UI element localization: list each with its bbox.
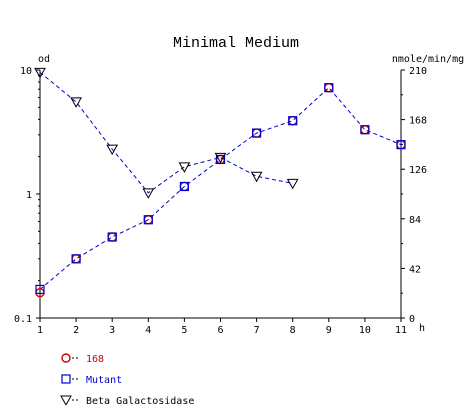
legend-label-168: 168: [86, 354, 104, 365]
right-tick-label-210: 210: [409, 66, 427, 77]
left-tick-label-10: 10: [20, 66, 32, 77]
x-tick-label-9: 9: [326, 325, 332, 336]
point-168-9: [324, 82, 334, 93]
point-mutant-4: [143, 215, 153, 225]
right-tick-label-168: 168: [409, 116, 427, 127]
legend-label-mutant: Mutant: [86, 375, 122, 386]
x-tick-label-2: 2: [73, 325, 79, 336]
series-line-beta-galactosidase: [39, 71, 293, 194]
point-beta-galactosidase-2: [70, 97, 82, 108]
x-tick-label-11: 11: [395, 325, 407, 336]
point-beta-galactosidase-1: [34, 67, 46, 79]
x-tick-label-10: 10: [359, 325, 371, 336]
point-mutant-2: [71, 254, 81, 264]
legend-marker-168: [61, 353, 71, 363]
point-beta-galactosidase-4: [142, 188, 155, 199]
chart-title: Minimal Medium: [173, 35, 299, 52]
point-mutant-5: [179, 181, 189, 192]
x-tick-label-4: 4: [145, 325, 151, 336]
point-168-3: [107, 232, 117, 242]
point-168-10: [360, 125, 370, 135]
left-axis-label: od: [38, 54, 50, 65]
point-beta-galactosidase-6: [214, 152, 227, 164]
x-tick-label-7: 7: [254, 325, 260, 336]
right-tick-label-126: 126: [409, 165, 427, 176]
right-tick-label-84: 84: [409, 215, 421, 226]
legend: 168 Mutant Beta Galactosidase: [60, 353, 194, 405]
left-tick-label-0.1: 0.1: [14, 314, 32, 325]
point-beta-galactosidase-5: [178, 162, 191, 173]
point-168-8: [288, 116, 298, 126]
axis-ticks: 1 2 3 4 5 6 7 8 9 10 11 0.1 1 10 0 42 84 126 168 210: [14, 66, 427, 336]
left-tick-label-1: 1: [26, 190, 32, 201]
point-mutant-8: [288, 116, 298, 126]
point-mutant-11: [396, 140, 406, 150]
point-beta-galactosidase-3: [106, 144, 119, 156]
point-mutant-7: [252, 128, 262, 138]
right-axis-label: nmole/min/mg: [392, 54, 464, 65]
series-markers: [34, 67, 406, 298]
point-168-2: [71, 254, 81, 264]
x-tick-label-1: 1: [37, 325, 43, 336]
point-mutant-10: [360, 125, 370, 135]
legend-label-beta-galactosidase: Beta Galactosidase: [86, 396, 194, 405]
right-tick-label-0: 0: [409, 314, 415, 325]
point-mutant-3: [107, 232, 117, 242]
point-beta-galactosidase-7: [250, 171, 263, 183]
legend-marker-mutant: [61, 374, 71, 384]
series-line-mutant: [39, 86, 402, 290]
x-axis-unit: h: [419, 323, 425, 334]
point-mutant-9: [324, 83, 334, 93]
x-tick-label-6: 6: [217, 325, 223, 336]
point-mutant-6: [215, 154, 226, 165]
right-tick-label-42: 42: [409, 264, 421, 275]
x-tick-label-5: 5: [181, 325, 187, 336]
series-lines: [39, 71, 402, 290]
point-beta-galactosidase-8: [286, 178, 299, 190]
legend-marker-beta-galactosidase: [60, 395, 72, 405]
x-tick-label-3: 3: [109, 325, 115, 336]
x-tick-label-8: 8: [290, 325, 296, 336]
point-mutant-1: [35, 284, 45, 295]
